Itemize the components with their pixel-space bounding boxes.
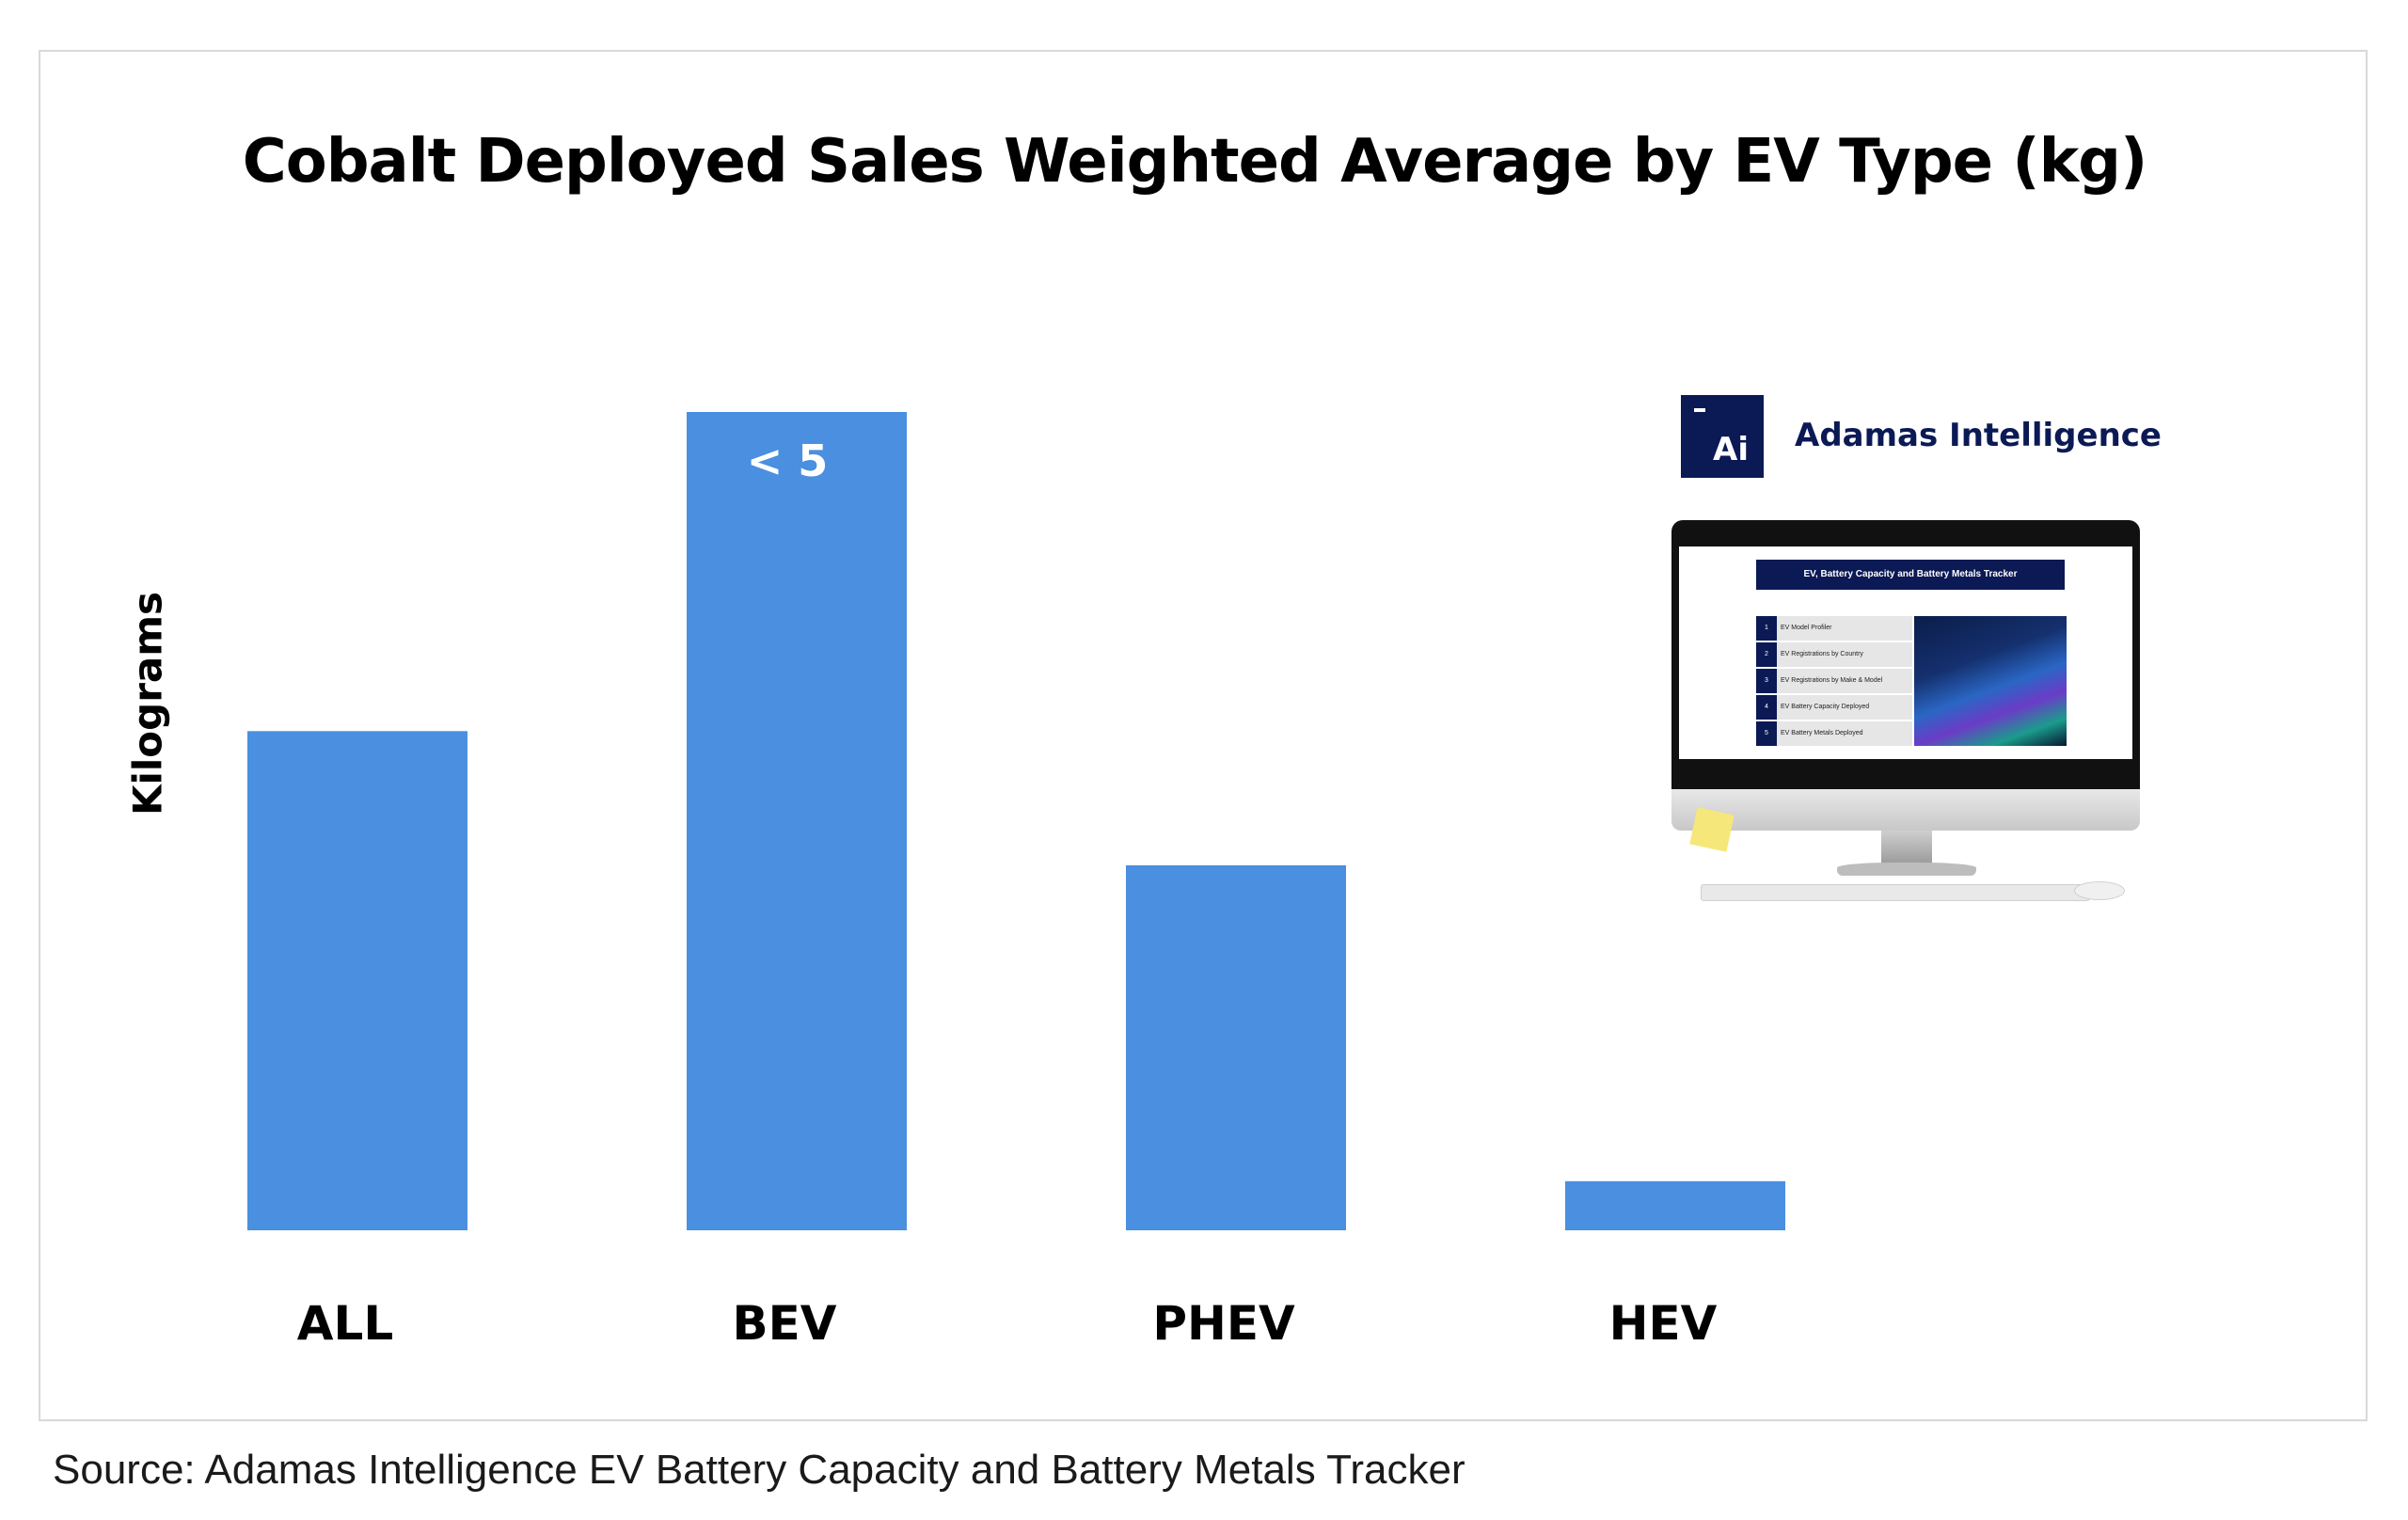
monitor-illustration: EV, Battery Capacity and Battery Metals … bbox=[1671, 520, 2140, 831]
source-note: Source: Adamas Intelligence EV Battery C… bbox=[53, 1447, 1465, 1493]
data-label: < 5 bbox=[747, 435, 829, 486]
screen-menu-item: 3 EV Registrations by Make & Model bbox=[1756, 669, 1912, 693]
x-tick-label: BEV bbox=[733, 1296, 837, 1351]
city-photo bbox=[1914, 616, 2067, 746]
sticky-note bbox=[1689, 807, 1735, 852]
bar-phev bbox=[1126, 864, 1346, 1230]
monitor-base bbox=[1837, 863, 1976, 876]
x-tick-label: ALL bbox=[297, 1296, 393, 1351]
screen-menu-item: 1 EV Model Profiler bbox=[1756, 616, 1912, 641]
screen-menu-item: 4 EV Battery Capacity Deployed bbox=[1756, 695, 1912, 720]
screen-menu-item: 5 EV Battery Metals Deployed bbox=[1756, 721, 1912, 746]
screen-menu: 1 EV Model Profiler 2 EV Registrations by … bbox=[1756, 616, 1912, 748]
adamas-logo-icon: Ai bbox=[1681, 395, 1764, 478]
logo-text: Ai bbox=[1713, 431, 1749, 468]
monitor-screen: EV, Battery Capacity and Battery Metals … bbox=[1679, 546, 2132, 759]
bar-all bbox=[247, 731, 467, 1230]
bar-hev bbox=[1565, 1180, 1785, 1230]
screen-menu-item: 2 EV Registrations by Country bbox=[1756, 642, 1912, 667]
chart-title: Cobalt Deployed Sales Weighted Average b… bbox=[242, 127, 2147, 197]
bar-bev bbox=[687, 412, 907, 1230]
x-tick-label: HEV bbox=[1609, 1296, 1718, 1351]
keyboard bbox=[1701, 884, 2090, 901]
x-tick-label: PHEV bbox=[1152, 1296, 1295, 1351]
mouse bbox=[2074, 881, 2125, 900]
brand-name: Adamas Intelligence bbox=[1795, 417, 2162, 454]
screen-title: EV, Battery Capacity and Battery Metals … bbox=[1756, 560, 2065, 590]
monitor-stand bbox=[1881, 831, 1932, 864]
